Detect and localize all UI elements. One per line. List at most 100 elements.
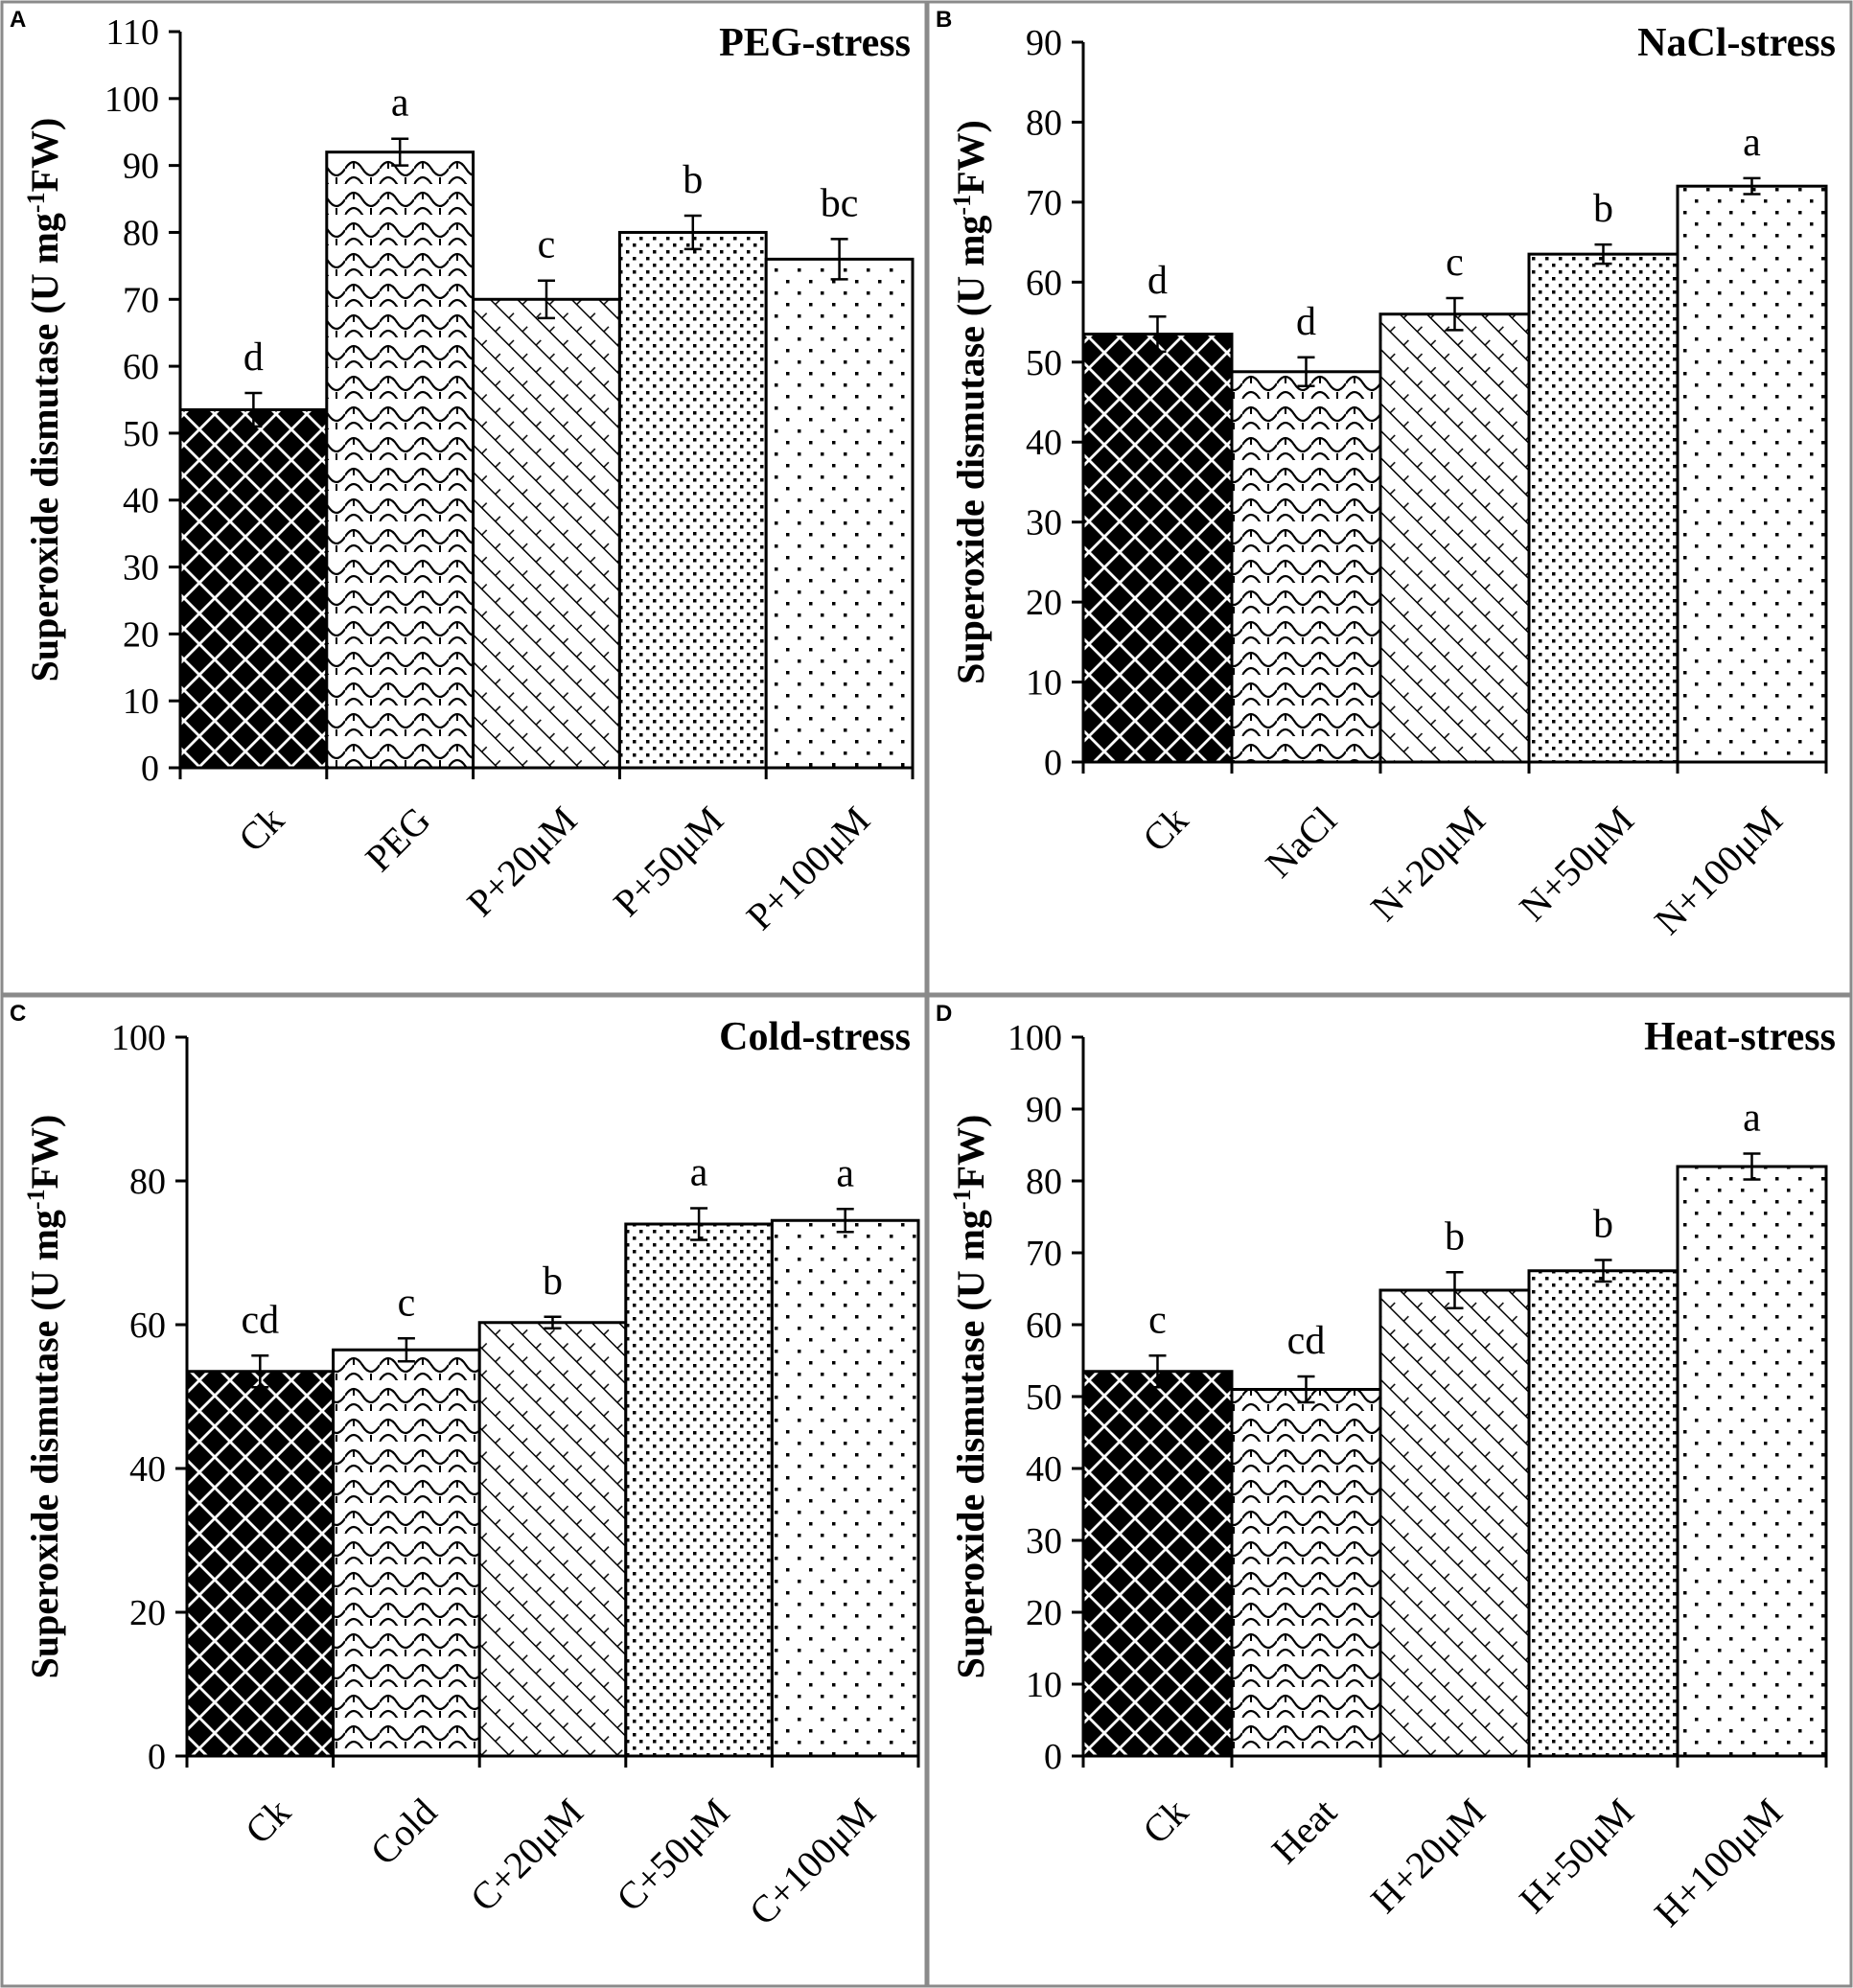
bar-p-100-m [764, 257, 915, 770]
category-label: C+20μM [462, 1791, 591, 1920]
y-axis-label: Superoxide dismutase (U mg-1FW) [948, 120, 993, 684]
y-tick-label: 70 [1026, 183, 1062, 223]
y-tick-label: 0 [1044, 1737, 1062, 1777]
bar-ck [178, 407, 329, 770]
y-axis-label-text: Superoxide dismutase (U mg [23, 213, 66, 682]
y-tick-label: 110 [105, 12, 159, 53]
category-label: H+20μM [1362, 1791, 1494, 1922]
panel-border [0, 0, 928, 996]
bar-p-50-m [617, 230, 768, 770]
significance-letter: d [1296, 300, 1316, 344]
y-tick-label: 90 [1026, 1090, 1062, 1130]
y-axis-label-text: Superoxide dismutase (U mg [949, 1210, 992, 1678]
panel-b: B NaCl-stress 0 10 20 30 40 50 60 70 80 90 Superoxid… [926, 0, 1853, 996]
significance-letter: d [1147, 259, 1168, 303]
category-label: PEG [357, 798, 438, 880]
chart-title: PEG-stress [719, 21, 911, 65]
category-label: P+50μM [605, 798, 731, 925]
y-tick-label: 30 [1026, 1521, 1062, 1561]
y-tick-label: 70 [1026, 1234, 1062, 1274]
y-tick-label: 40 [129, 1449, 166, 1490]
significance-letter: cd [1287, 1319, 1326, 1363]
y-tick-label: 20 [129, 1593, 166, 1633]
panel-a: A PEG-stress 0 10 20 30 40 50 60 70 80 90 100 110 Supe… [0, 0, 928, 996]
bar-nacl [1230, 370, 1382, 764]
y-tick-label: 100 [111, 1018, 166, 1058]
y-axis-label-unit: FW) [949, 120, 992, 195]
significance-letter: c [538, 223, 556, 267]
category-label: N+100μM [1646, 798, 1791, 943]
bar-h-100-m [1676, 1165, 1828, 1758]
bar-c-50-m [624, 1222, 774, 1758]
bar-n-50-m [1527, 252, 1679, 764]
significance-letter: c [1446, 241, 1464, 285]
panel-d: D Heat-stress 0 10 20 30 40 50 60 70 80 90 100 Supero… [926, 994, 1853, 1988]
bar-n-20-m [1378, 312, 1531, 764]
y-tick-label: 0 [1044, 743, 1062, 783]
significance-letter: b [543, 1260, 563, 1304]
y-tick-label: 80 [129, 1162, 166, 1202]
significance-letter: d [243, 335, 264, 380]
y-tick-label: 100 [104, 80, 159, 120]
significance-letter: cd [241, 1298, 279, 1342]
significance-letter: b [1445, 1214, 1465, 1259]
bar-ck [1081, 1370, 1234, 1758]
y-tick-label: 80 [1026, 1162, 1062, 1202]
y-axis-label-unit: FW) [23, 118, 66, 193]
y-tick-label: 70 [123, 280, 159, 320]
y-axis-label-superscript: -1 [948, 1189, 976, 1210]
y-axis-label-superscript: -1 [22, 1189, 50, 1210]
y-tick-label: 90 [1026, 23, 1062, 63]
y-axis-label-unit: FW) [949, 1115, 992, 1190]
significance-letter: a [1743, 121, 1761, 165]
y-axis-label: Superoxide dismutase (U mg-1FW) [22, 118, 67, 682]
panel-border [926, 994, 1853, 1988]
category-label: C+100μM [741, 1791, 884, 1933]
y-tick-label: 80 [123, 213, 159, 253]
y-axis-label-superscript: -1 [22, 192, 50, 213]
y-tick-label: 30 [1026, 503, 1062, 543]
y-tick-label: 50 [1026, 343, 1062, 383]
y-tick-label: 0 [148, 1737, 166, 1777]
bar-ck [1081, 333, 1234, 764]
significance-letter: bc [821, 181, 859, 225]
y-tick-label: 10 [1026, 1665, 1062, 1705]
category-label: N+20μM [1362, 798, 1494, 930]
chart-title: Heat-stress [1644, 1015, 1836, 1059]
panel-letter: B [936, 7, 952, 33]
y-tick-label: 50 [123, 414, 159, 454]
category-label: Ck [230, 798, 292, 861]
category-label: Heat [1263, 1791, 1345, 1872]
category-label: P+100μM [738, 798, 878, 938]
category-label: Ck [237, 1791, 299, 1853]
category-label: H+50μM [1511, 1791, 1642, 1922]
significance-letter: a [690, 1151, 708, 1195]
significance-letter: b [1593, 1203, 1613, 1247]
category-label: C+50μM [608, 1791, 737, 1920]
y-tick-label: 60 [123, 347, 159, 387]
y-tick-label: 60 [1026, 263, 1062, 303]
y-tick-label: 20 [123, 614, 159, 655]
chart-title: Cold-stress [719, 1015, 911, 1059]
significance-letter: a [836, 1151, 854, 1195]
y-tick-label: 0 [141, 749, 159, 789]
y-tick-label: 40 [1026, 1449, 1062, 1490]
panel-border [926, 0, 1853, 996]
category-label: Ck [1134, 1791, 1196, 1853]
y-tick-label: 60 [1026, 1306, 1062, 1346]
significance-letter: c [398, 1281, 416, 1325]
bar-cold [332, 1348, 481, 1758]
y-axis-label-text: Superoxide dismutase (U mg [949, 216, 992, 684]
y-tick-label: 50 [1026, 1377, 1062, 1418]
bar-n-100-m [1676, 184, 1828, 764]
category-label: NaCl [1257, 798, 1345, 887]
y-axis-label: Superoxide dismutase (U mg-1FW) [22, 1115, 67, 1679]
bar-c-20-m [477, 1321, 628, 1758]
y-axis-label-unit: FW) [23, 1115, 66, 1190]
y-tick-label: 90 [123, 147, 159, 187]
significance-letter: a [1743, 1097, 1761, 1141]
y-tick-label: 40 [123, 481, 159, 521]
category-label: H+100μM [1646, 1791, 1791, 1935]
bar-h-50-m [1527, 1269, 1679, 1758]
